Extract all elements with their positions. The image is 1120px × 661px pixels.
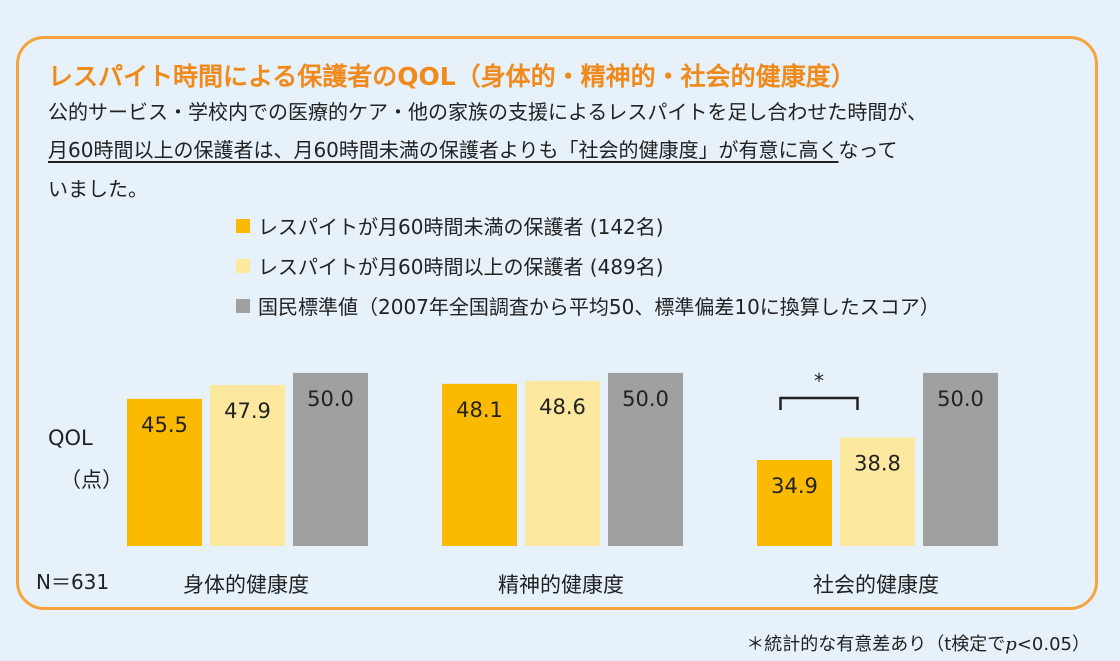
description-underlined: 月60時間以上の保護者は、月60時間未満の保護者よりも「社会的健康度」が有意に高… xyxy=(48,138,839,162)
bar-value-label: 34.9 xyxy=(771,474,818,498)
bar-value-label: 45.5 xyxy=(141,413,188,437)
bar-1-1 xyxy=(525,380,600,546)
bar-2-2 xyxy=(923,372,998,546)
bar-value-label: 50.0 xyxy=(307,387,354,411)
bar-1-0 xyxy=(442,383,517,546)
bar-value-label: 38.8 xyxy=(854,452,901,476)
bar-value-label: 50.0 xyxy=(937,387,984,411)
sample-size-label: N＝631 xyxy=(36,570,110,594)
category-label: 身体的健康度 xyxy=(183,573,309,597)
bar-value-label: 48.6 xyxy=(539,395,586,419)
legend-swatch-over-60h xyxy=(236,258,250,273)
legend-swatch-under-60h xyxy=(236,218,250,233)
category-label: 社会的健康度 xyxy=(813,573,939,597)
bar-0-1 xyxy=(210,385,285,546)
bar-value-label: 48.1 xyxy=(456,398,503,422)
description-line-3: いました。 xyxy=(48,177,148,201)
footnote: ＊統計的な有意差あり（t検定でp<0.05） xyxy=(746,630,1090,656)
footnote-suffix: <0.05） xyxy=(1016,634,1090,655)
significance-bracket xyxy=(779,396,859,410)
y-axis-label-unit: （点） xyxy=(60,468,123,492)
description-line-1: 公的サービス・学校内での医療的ケア・他の家族の支援によるレスパイトを足し合わせた… xyxy=(48,100,927,124)
bar-2-0 xyxy=(757,460,832,546)
bar-0-0 xyxy=(127,398,202,546)
legend-swatch-national-standard xyxy=(236,298,250,313)
bar-1-2 xyxy=(608,372,683,546)
description-line-2-rest: なって xyxy=(838,138,898,162)
footnote-prefix: ＊統計的な有意差あり（t検定で xyxy=(746,634,1006,655)
legend-label-national-standard: 国民標準値（2007年全国調査から平均50、標準偏差10に換算したスコア） xyxy=(258,295,940,319)
legend-item-national-standard: 国民標準値（2007年全国調査から平均50、標準偏差10に換算したスコア） xyxy=(236,291,940,320)
bar-0-2 xyxy=(293,372,368,546)
bar-value-label: 47.9 xyxy=(224,399,271,423)
significance-mark: * xyxy=(814,369,824,393)
legend-label-under-60h: レスパイトが月60時間未満の保護者 (142名) xyxy=(258,215,664,239)
category-label: 精神的健康度 xyxy=(498,573,624,597)
bar-value-label: 50.0 xyxy=(622,387,669,411)
legend-item-under-60h: レスパイトが月60時間未満の保護者 (142名) xyxy=(236,211,664,240)
legend-label-over-60h: レスパイトが月60時間以上の保護者 (489名) xyxy=(258,255,664,279)
chart-title: レスパイト時間による保護者のQOL（身体的・精神的・社会的健康度） xyxy=(48,62,856,91)
bar-2-1 xyxy=(840,437,915,546)
footnote-p: p xyxy=(1005,634,1017,655)
y-axis-label-qol: QOL xyxy=(48,426,93,450)
legend-item-over-60h: レスパイトが月60時間以上の保護者 (489名) xyxy=(236,251,664,280)
description-line-2: 月60時間以上の保護者は、月60時間未満の保護者よりも「社会的健康度」が有意に高… xyxy=(48,134,898,163)
